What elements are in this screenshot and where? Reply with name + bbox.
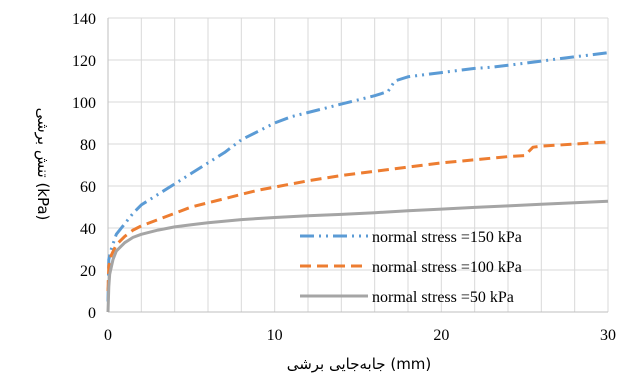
y-axis-label: تنش برشی (kPa) bbox=[34, 108, 52, 221]
legend-label: normal stress =100 kPa bbox=[372, 259, 522, 276]
series-line-1 bbox=[106, 51, 609, 302]
series-layer bbox=[106, 51, 609, 313]
y-tick-label: 80 bbox=[80, 137, 96, 154]
legend-label: normal stress =150 kPa bbox=[372, 229, 522, 246]
series-line-2 bbox=[106, 140, 609, 292]
x-axis-label: جابه‌جایی برشی (mm) bbox=[287, 355, 432, 373]
y-tick-label: 0 bbox=[88, 305, 96, 322]
y-tick-label: 140 bbox=[72, 11, 96, 28]
y-tick-label: 120 bbox=[72, 53, 96, 70]
y-tick-label: 60 bbox=[80, 179, 96, 196]
x-tick-label: 30 bbox=[600, 327, 616, 344]
x-tick-label: 10 bbox=[267, 327, 283, 344]
x-tick-label: 0 bbox=[104, 327, 112, 344]
y-tick-label: 40 bbox=[80, 221, 96, 238]
legend: normal stress =150 kPa normal stress =100… bbox=[300, 229, 522, 306]
legend-label: normal stress =50 kPa bbox=[372, 289, 514, 306]
tick-labels: 0 20 40 60 80 100 120 140 0 10 20 30 bbox=[72, 11, 616, 344]
x-tick-label: 20 bbox=[433, 327, 449, 344]
series-line-3 bbox=[106, 199, 609, 313]
y-tick-label: 20 bbox=[80, 263, 96, 280]
y-tick-label: 100 bbox=[72, 95, 96, 112]
